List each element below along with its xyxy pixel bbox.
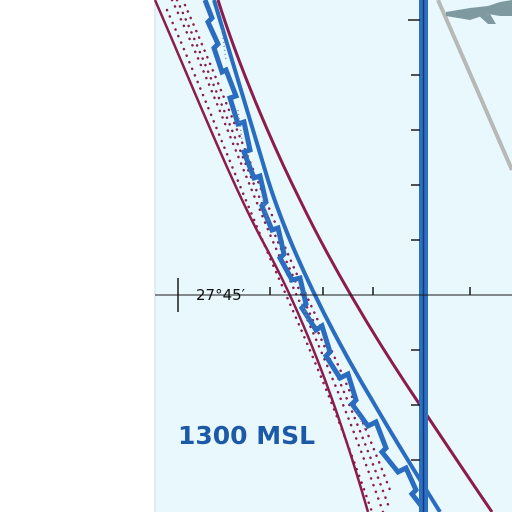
- latitude-label: 27°45′: [196, 286, 246, 304]
- aircraft-icon: [446, 0, 512, 24]
- class-airspace-boundary: [202, 0, 442, 512]
- white-margin: [0, 0, 155, 512]
- altitude-label: 1300 MSL: [178, 421, 315, 450]
- gray-runway-line: [436, 0, 512, 171]
- dotted-airspace-boundary: [165, 0, 392, 512]
- maroon-boundary-line-left: [153, 0, 370, 512]
- maroon-boundary-line-right: [216, 0, 494, 512]
- vertical-blue-line: [408, 0, 428, 512]
- latitude-graticule: [155, 278, 512, 312]
